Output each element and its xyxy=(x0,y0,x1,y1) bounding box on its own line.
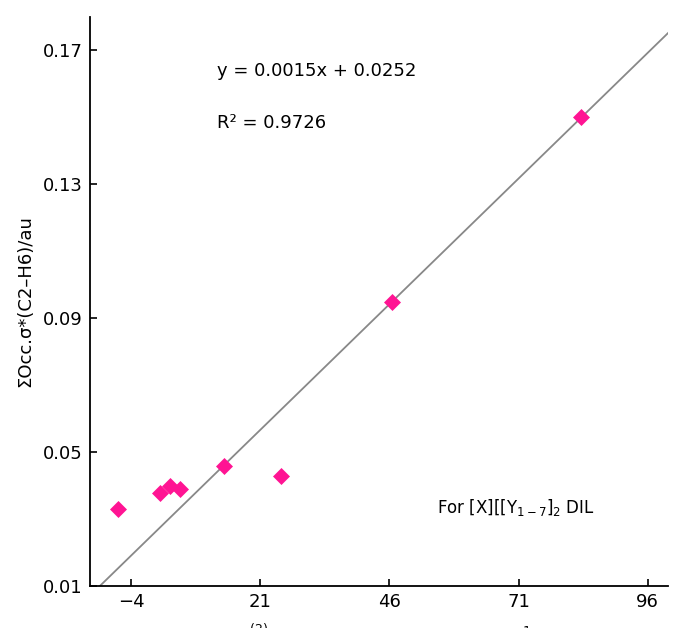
Text: y = 0.0015x + 0.0252: y = 0.0015x + 0.0252 xyxy=(217,62,416,80)
Point xyxy=(113,504,124,514)
Point xyxy=(575,112,586,122)
Point xyxy=(164,481,175,491)
Text: $\Sigma$E$^{(2)}_{\rm LP(O\ or\ F\ or\ N)\rightarrow\sigma^*(C2\!-\!H6)}$ kcal m: $\Sigma$E$^{(2)}_{\rm LP(O\ or\ F\ or\ N… xyxy=(227,621,532,628)
Point xyxy=(219,461,229,471)
Point xyxy=(154,487,165,497)
Point xyxy=(386,296,397,306)
Y-axis label: ΣOcc.σ*(C2–H6)/au: ΣOcc.σ*(C2–H6)/au xyxy=(16,215,35,387)
Point xyxy=(275,471,286,481)
Point xyxy=(175,484,186,494)
Text: For [X][[Y$_{1-7}$]$_2$ DIL: For [X][[Y$_{1-7}$]$_2$ DIL xyxy=(437,497,595,518)
Text: R² = 0.9726: R² = 0.9726 xyxy=(217,114,326,131)
